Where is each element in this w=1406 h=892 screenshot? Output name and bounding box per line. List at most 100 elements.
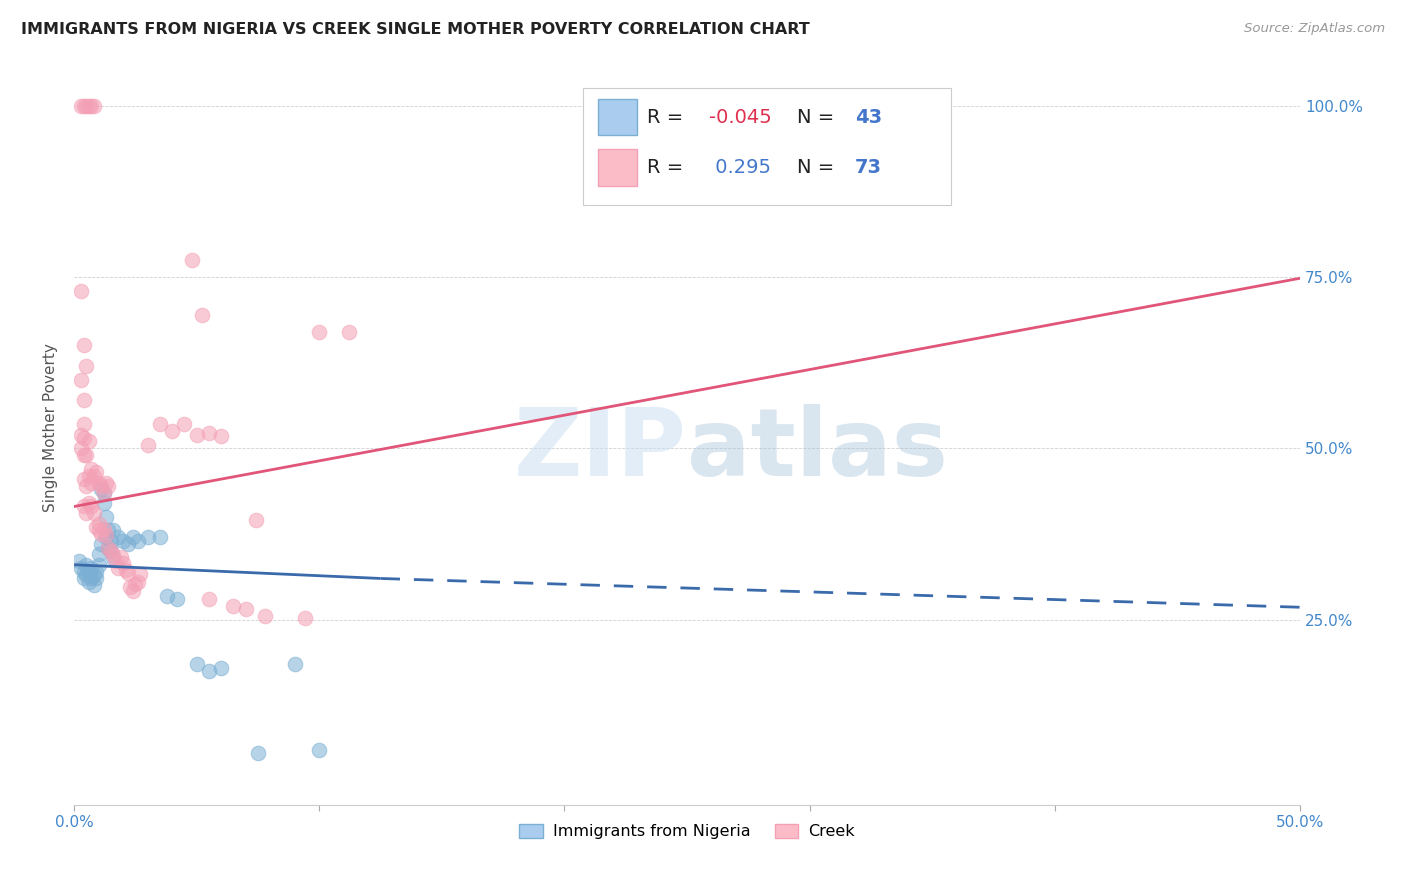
- Text: Source: ZipAtlas.com: Source: ZipAtlas.com: [1244, 22, 1385, 36]
- Point: [124, 577, 146, 591]
- Point: [83, 98, 105, 112]
- Point: [75, 98, 97, 112]
- Point: [122, 583, 145, 598]
- Point: [70, 427, 93, 442]
- Point: [222, 599, 245, 613]
- Point: [73, 565, 96, 579]
- Point: [75, 568, 97, 582]
- Point: [73, 448, 96, 462]
- Point: [75, 359, 97, 373]
- Text: R =: R =: [647, 108, 689, 127]
- Point: [107, 561, 129, 575]
- Point: [90, 537, 112, 551]
- Point: [84, 465, 107, 479]
- Text: 43: 43: [855, 108, 882, 127]
- Point: [75, 558, 97, 572]
- Point: [77, 434, 100, 449]
- Point: [100, 544, 122, 558]
- Point: [246, 746, 269, 760]
- Point: [80, 475, 103, 490]
- Point: [245, 513, 267, 527]
- Point: [80, 572, 103, 586]
- Point: [94, 509, 117, 524]
- Point: [180, 252, 202, 267]
- Point: [73, 500, 96, 514]
- Point: [87, 558, 110, 572]
- Point: [190, 308, 212, 322]
- Point: [73, 572, 96, 586]
- Point: [94, 527, 117, 541]
- Point: [100, 544, 122, 558]
- Point: [129, 566, 152, 581]
- Point: [77, 574, 100, 589]
- Point: [75, 448, 97, 462]
- Point: [103, 524, 125, 538]
- Legend: Immigrants from Nigeria, Creek: Immigrants from Nigeria, Creek: [513, 817, 860, 846]
- Point: [94, 530, 117, 544]
- Point: [97, 524, 120, 538]
- Point: [70, 561, 93, 575]
- Point: [308, 325, 330, 339]
- Point: [186, 427, 208, 442]
- Point: [80, 500, 103, 514]
- Point: [149, 530, 172, 544]
- Point: [87, 475, 110, 490]
- Point: [80, 561, 103, 575]
- Point: [94, 475, 117, 490]
- Point: [87, 524, 110, 538]
- Point: [75, 479, 97, 493]
- Point: [107, 530, 129, 544]
- Text: -0.045: -0.045: [709, 108, 772, 127]
- Point: [122, 530, 145, 544]
- Text: R =: R =: [647, 158, 689, 177]
- Point: [198, 664, 221, 678]
- Point: [84, 520, 107, 534]
- Text: N =: N =: [797, 158, 841, 177]
- Text: atlas: atlas: [688, 404, 948, 496]
- Point: [254, 609, 277, 624]
- Point: [110, 549, 132, 564]
- Point: [127, 574, 149, 589]
- Point: [156, 589, 179, 603]
- Point: [173, 417, 195, 432]
- Point: [70, 442, 93, 456]
- Point: [84, 565, 107, 579]
- Point: [87, 548, 110, 562]
- Point: [75, 507, 97, 521]
- Point: [70, 98, 93, 112]
- Point: [93, 485, 115, 500]
- Point: [186, 657, 208, 672]
- Point: [160, 424, 183, 438]
- Point: [117, 537, 139, 551]
- Point: [67, 554, 90, 568]
- Point: [149, 417, 172, 432]
- FancyBboxPatch shape: [598, 150, 637, 186]
- Point: [93, 485, 115, 500]
- Point: [103, 548, 125, 562]
- Point: [80, 462, 103, 476]
- Point: [337, 325, 360, 339]
- Y-axis label: Single Mother Poverty: Single Mother Poverty: [44, 343, 58, 512]
- Point: [209, 660, 232, 674]
- Point: [97, 479, 120, 493]
- Point: [73, 98, 96, 112]
- Point: [87, 516, 110, 531]
- Point: [114, 563, 136, 577]
- Point: [83, 568, 105, 582]
- Point: [235, 602, 257, 616]
- Point: [73, 393, 96, 408]
- Text: N =: N =: [797, 108, 841, 127]
- Point: [112, 557, 135, 571]
- Point: [198, 592, 221, 607]
- Point: [80, 98, 103, 112]
- Point: [83, 578, 105, 592]
- Text: 0.295: 0.295: [709, 158, 770, 177]
- Point: [198, 426, 221, 441]
- Point: [77, 496, 100, 510]
- Point: [97, 541, 120, 555]
- Point: [70, 284, 93, 298]
- Point: [90, 483, 112, 497]
- Point: [77, 565, 100, 579]
- Point: [209, 429, 232, 443]
- Point: [136, 530, 159, 544]
